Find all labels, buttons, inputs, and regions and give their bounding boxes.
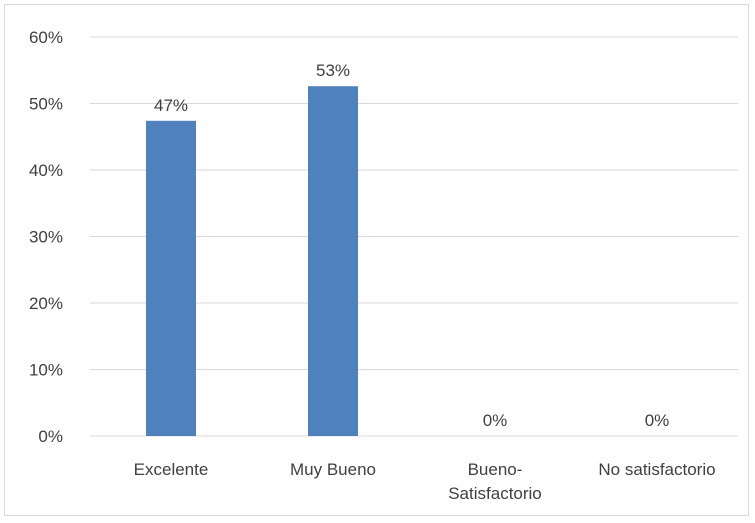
data-label: 53% [316, 61, 350, 80]
bars [146, 86, 358, 437]
bar [146, 120, 196, 436]
bar [308, 86, 358, 437]
y-axis-tick-labels: 0% 10% 20% 30% 40% 50% 60% [29, 28, 63, 446]
y-tick-label: 30% [29, 228, 63, 247]
x-tick-label: Muy Bueno [290, 460, 376, 479]
x-tick-label: Bueno- [468, 460, 523, 479]
x-tick-label: Satisfactorio [448, 484, 542, 503]
x-tick-label: Excelente [134, 460, 209, 479]
y-tick-label: 20% [29, 294, 63, 313]
chart-container: 0% 10% 20% 30% 40% 50% 60% 47% 53% 0% 0% Excelent… [4, 4, 749, 516]
data-label: 47% [154, 96, 188, 115]
y-tick-label: 60% [29, 28, 63, 47]
data-label: 0% [483, 411, 508, 430]
x-tick-label: No satisfactorio [598, 460, 715, 479]
y-tick-label: 10% [29, 361, 63, 380]
y-tick-label: 50% [29, 95, 63, 114]
x-axis-tick-labels: Excelente Muy Bueno Bueno- Satisfactorio No … [134, 460, 716, 503]
data-labels: 47% 53% 0% 0% [154, 61, 669, 430]
gridlines [90, 36, 738, 437]
y-tick-label: 0% [38, 427, 63, 446]
bar-chart: 0% 10% 20% 30% 40% 50% 60% 47% 53% 0% 0% Excelent… [29, 28, 738, 503]
data-label: 0% [645, 411, 670, 430]
y-tick-label: 40% [29, 161, 63, 180]
